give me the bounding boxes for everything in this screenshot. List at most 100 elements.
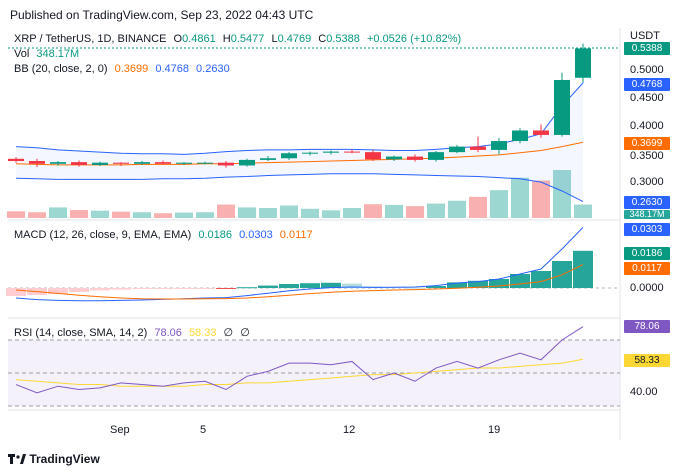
volume-value: 348.17M	[36, 48, 80, 60]
rsi-legend: RSI (14, close, SMA, 14, 2) 78.06 58.33 …	[14, 326, 254, 339]
candle-body	[218, 162, 234, 166]
volume-bar	[112, 211, 130, 218]
low-label: L	[271, 33, 278, 45]
volume-bar	[427, 203, 445, 218]
candle-body	[407, 156, 423, 160]
macd-hist-bar	[489, 279, 509, 288]
candle-body	[176, 162, 192, 164]
candle-body	[155, 162, 171, 164]
macd-hist-bar	[468, 280, 488, 288]
candle-body	[323, 151, 339, 153]
macd-hist-bar	[258, 285, 278, 288]
volume-bar	[280, 205, 298, 218]
bb-lower-value: 0.2630	[196, 63, 230, 75]
tag-macd: 0.0303	[624, 223, 670, 236]
macd-hist-bar	[111, 288, 131, 290]
volume-bar	[448, 200, 466, 218]
macd-hist-bar	[132, 288, 152, 289]
candle-body	[260, 158, 276, 160]
volume-bar	[154, 213, 172, 218]
macd-hist-bar	[279, 284, 299, 288]
macd-hist-bar	[426, 286, 446, 288]
tag-macd-signal: 0.0117	[624, 262, 670, 275]
macd-hist-bar	[153, 288, 173, 289]
price-tick: 0.3500	[630, 150, 664, 162]
candle-body	[281, 153, 297, 159]
price-tick: 0.3000	[630, 176, 664, 188]
volume-bar	[322, 210, 340, 218]
rsi-line	[15, 326, 584, 394]
candle-body	[8, 158, 24, 162]
volume-bar	[490, 190, 508, 218]
candle-body	[449, 146, 465, 153]
bb-basis-line	[15, 141, 584, 166]
macd-hist-bar	[216, 288, 236, 289]
rsi-label[interactable]: RSI (14, close, SMA, 14, 2)	[14, 327, 148, 339]
volume-bar	[343, 208, 361, 218]
candle-body	[92, 162, 108, 165]
macd-hist-bar	[321, 282, 341, 288]
bb-upper-value: 0.4768	[155, 63, 189, 75]
candle-body	[386, 156, 402, 160]
macd-hist-bar	[69, 288, 89, 292]
macd-signal-value: 0.0117	[279, 229, 313, 241]
tag-bb-basis: 0.3699	[624, 137, 670, 150]
macd-line	[15, 227, 584, 302]
close-value: 0.5388	[326, 33, 360, 45]
x-tick-19: 19	[488, 424, 501, 436]
macd-hist-bar	[342, 283, 362, 288]
macd-hist-bar	[195, 288, 215, 289]
candle-body	[344, 151, 360, 153]
candle-body	[470, 146, 486, 150]
candle-body	[533, 130, 549, 135]
bb-legend: BB (20, close, 2, 0) 0.3699 0.4768 0.263…	[14, 63, 234, 75]
macd-hist-bar	[90, 288, 110, 291]
volume-bar	[511, 177, 529, 218]
open-value: 0.4861	[182, 33, 216, 45]
high-value: 0.5477	[230, 33, 265, 45]
bb-label[interactable]: BB (20, close, 2, 0)	[14, 63, 108, 75]
volume-bar	[91, 210, 109, 218]
rsi-na-2: ∅	[240, 327, 250, 339]
candle-body	[134, 162, 150, 164]
tag-volume: 348.17M	[624, 210, 670, 219]
macd-signal-line	[15, 264, 584, 300]
candle-body	[554, 79, 570, 135]
macd-hist-bar	[447, 282, 467, 288]
macd-line-value: 0.0303	[239, 229, 273, 241]
rsi-sma-value: 58.33	[188, 327, 217, 339]
bb-lower-line	[15, 173, 584, 202]
axis-currency[interactable]: USDT	[630, 30, 660, 42]
bb-upper-line	[15, 82, 584, 155]
candle-body	[512, 130, 528, 142]
macd-label[interactable]: MACD (12, 26, close, 9, EMA, EMA)	[14, 229, 192, 241]
volume-bar	[7, 211, 25, 218]
symbol-label[interactable]: XRP / TetherUS, 1D, BINANCE	[14, 33, 167, 45]
candle-body	[113, 162, 129, 164]
candle-body	[29, 161, 45, 164]
macd-hist-bar	[573, 250, 593, 288]
macd-hist-value: 0.0186	[198, 229, 232, 241]
volume-bar	[259, 208, 277, 218]
bb-fill	[16, 82, 583, 202]
tag-bb-upper: 0.4768	[624, 78, 670, 91]
candle-body	[365, 152, 381, 160]
volume-bar	[217, 204, 235, 218]
price-tick: 0.5000	[630, 64, 664, 76]
macd-hist-bar	[300, 283, 320, 288]
volume-bar	[364, 204, 382, 218]
candle-body	[302, 152, 318, 154]
tag-close-price: 0.5388	[624, 42, 670, 55]
volume-bar	[532, 180, 550, 218]
low-value: 0.4769	[277, 33, 312, 45]
price-tick: 0.4000	[630, 120, 664, 132]
macd-hist-bar	[237, 287, 257, 289]
candle-body	[50, 162, 66, 164]
volume-bar	[196, 212, 214, 218]
volume-bar	[469, 196, 487, 218]
tag-rsi-sma: 58.33	[624, 354, 670, 367]
candle-body	[575, 48, 591, 78]
tradingview-logo[interactable]: TradingView	[8, 452, 100, 466]
volume-label[interactable]: Vol	[14, 48, 30, 60]
tradingview-icon	[8, 454, 26, 465]
